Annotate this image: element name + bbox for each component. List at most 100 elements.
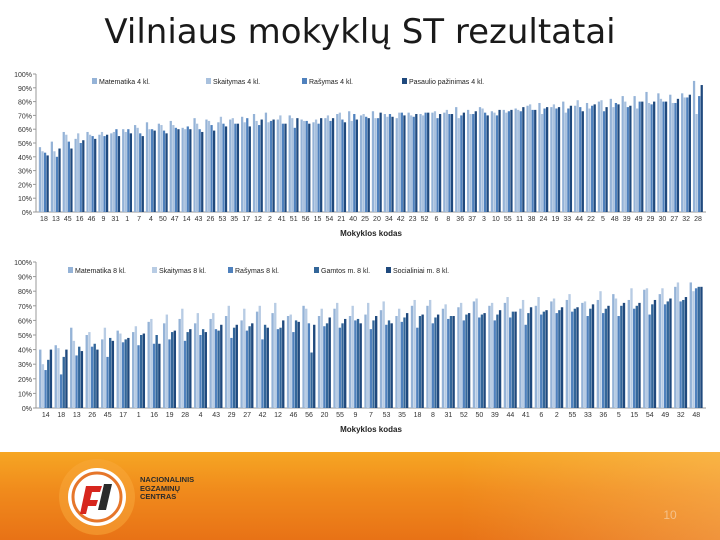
bar bbox=[231, 118, 234, 212]
bar bbox=[181, 127, 184, 212]
bar bbox=[474, 111, 477, 212]
bar bbox=[550, 301, 553, 408]
bar bbox=[395, 316, 398, 408]
y-tick-label: 20% bbox=[18, 377, 32, 384]
bar bbox=[664, 101, 668, 212]
bar bbox=[222, 123, 225, 212]
bar bbox=[155, 335, 158, 408]
bar bbox=[638, 302, 641, 408]
x-tick-label: 32 bbox=[682, 216, 690, 223]
bar bbox=[622, 302, 626, 408]
bar bbox=[317, 123, 320, 212]
bar bbox=[457, 118, 460, 212]
bar bbox=[85, 335, 88, 408]
x-tick-label: 25 bbox=[361, 216, 369, 223]
bar bbox=[348, 111, 351, 212]
x-tick-label: 30 bbox=[658, 216, 666, 223]
x-tick-label: 9 bbox=[354, 412, 358, 419]
x-tick-label: 4 bbox=[199, 412, 203, 419]
legend-label: Skaitymas 8 kl. bbox=[159, 268, 206, 275]
bar bbox=[157, 123, 161, 212]
bar bbox=[390, 323, 393, 408]
bar bbox=[338, 327, 342, 408]
bar bbox=[538, 102, 541, 212]
bar bbox=[421, 314, 424, 408]
bar bbox=[320, 118, 323, 212]
bar bbox=[310, 352, 313, 408]
bar bbox=[436, 314, 440, 408]
x-tick-label: 27 bbox=[670, 216, 678, 223]
bar bbox=[255, 311, 259, 408]
bar bbox=[434, 317, 437, 408]
bar bbox=[353, 114, 356, 212]
chart-school-results-grade-8: 0%10%20%30%40%50%60%70%80%90%100%14 18 13 2… bbox=[14, 260, 706, 434]
y-tick-label: 100% bbox=[14, 260, 32, 267]
x-tick-label: 5 bbox=[617, 412, 621, 419]
x-axis-title: Mokyklos kodas bbox=[340, 229, 402, 238]
bar bbox=[475, 298, 478, 408]
bar bbox=[112, 131, 116, 212]
bar bbox=[679, 301, 682, 408]
bar bbox=[78, 346, 81, 408]
bar bbox=[105, 134, 109, 212]
bar bbox=[534, 305, 538, 408]
bar bbox=[46, 155, 49, 212]
bar bbox=[630, 288, 633, 408]
bar bbox=[529, 307, 533, 408]
x-tick-label: 29 bbox=[228, 412, 236, 419]
bar bbox=[165, 133, 168, 212]
bar bbox=[460, 115, 463, 212]
bar bbox=[362, 114, 365, 212]
bar bbox=[274, 302, 277, 408]
bar bbox=[478, 317, 481, 408]
bar bbox=[388, 114, 392, 212]
bar bbox=[232, 327, 236, 408]
bar bbox=[586, 316, 589, 408]
bar bbox=[543, 108, 546, 212]
bar bbox=[245, 330, 249, 408]
bar bbox=[248, 326, 251, 408]
bar bbox=[495, 115, 499, 212]
bar bbox=[183, 340, 187, 408]
bar bbox=[184, 129, 187, 212]
bar bbox=[407, 112, 410, 212]
bar bbox=[428, 299, 432, 408]
bar bbox=[271, 313, 274, 408]
x-tick-label: 31 bbox=[111, 216, 119, 223]
bar bbox=[376, 118, 380, 212]
bar bbox=[210, 125, 213, 212]
bar bbox=[224, 316, 228, 408]
bar bbox=[369, 329, 373, 408]
bar bbox=[676, 282, 680, 408]
logo-line-3: CENTRAS bbox=[140, 492, 177, 501]
bar bbox=[635, 305, 638, 408]
bar bbox=[661, 288, 664, 408]
bar bbox=[267, 122, 270, 212]
y-tick-label: 30% bbox=[18, 362, 32, 369]
bar bbox=[348, 316, 352, 408]
bar bbox=[204, 332, 207, 408]
bar bbox=[579, 107, 582, 212]
x-tick-label: 1 bbox=[125, 216, 129, 223]
bar bbox=[205, 119, 208, 212]
bar bbox=[689, 282, 692, 408]
bar bbox=[674, 286, 677, 408]
x-tick-label: 6 bbox=[434, 216, 438, 223]
bar bbox=[698, 96, 701, 212]
bar bbox=[467, 313, 471, 408]
bar bbox=[571, 311, 574, 408]
bar bbox=[410, 115, 413, 212]
bar bbox=[676, 98, 680, 212]
legend-label: Matematika 8 kl. bbox=[75, 268, 126, 275]
bar bbox=[72, 340, 76, 408]
x-tick-label: 33 bbox=[563, 216, 571, 223]
bar bbox=[681, 93, 684, 212]
bar bbox=[320, 308, 323, 408]
bar bbox=[472, 114, 475, 212]
x-tick-label: 49 bbox=[661, 412, 669, 419]
x-tick-label: 14 bbox=[183, 216, 191, 223]
x-tick-label: 3 bbox=[482, 216, 486, 223]
slide-title: Vilniaus mokyklų ST rezultatai bbox=[104, 12, 616, 52]
x-tick-label: 20 bbox=[321, 412, 329, 419]
bar bbox=[569, 105, 573, 212]
